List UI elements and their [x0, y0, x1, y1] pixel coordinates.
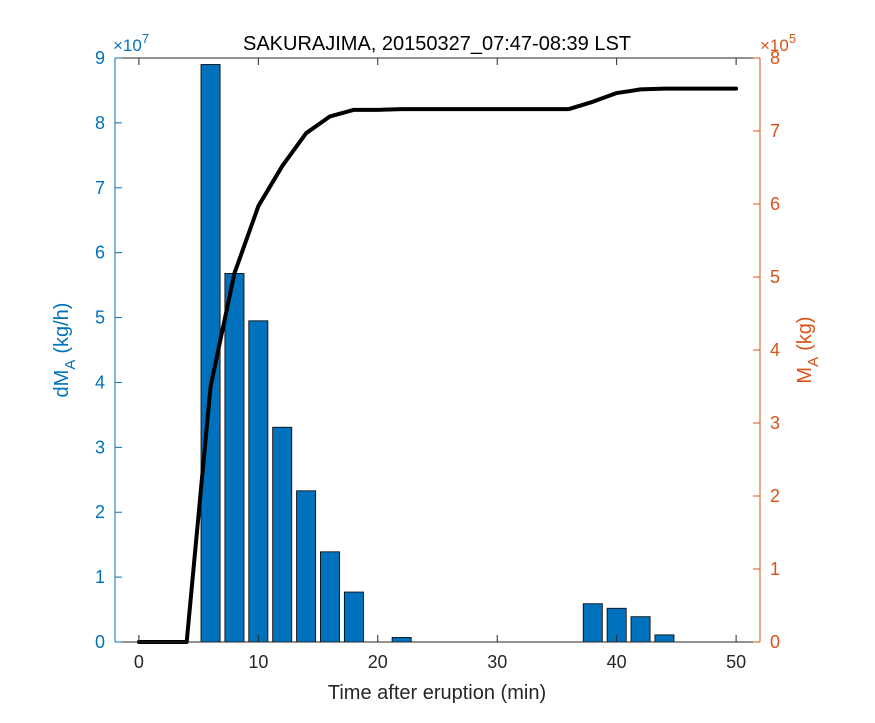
y-left-tick-label: 8	[95, 113, 105, 133]
y-left-tick-label: 2	[95, 502, 105, 522]
y-left-label-main: dM	[51, 370, 73, 398]
y-right-tick-label: 7	[770, 121, 780, 141]
axes: 0 10 20 30 40 50 0 1 2 3 4 5 6 7 8 9 0 1 2 3 4 5 6 7 8	[95, 48, 780, 672]
x-tick-label: 10	[248, 652, 268, 672]
y-right-tick-label: 8	[770, 48, 780, 68]
y-right-label-unit: (kg)	[794, 316, 816, 350]
y-right-exponent-power: 5	[789, 31, 796, 46]
y-left-tick-label: 0	[95, 632, 105, 652]
y-right-axis-label: MA (kg)	[794, 316, 822, 383]
y-right-exponent: ×105	[760, 31, 796, 55]
y-right-tick-label: 1	[770, 559, 780, 579]
plot-area	[115, 58, 760, 642]
y-left-tick-label: 4	[95, 372, 105, 392]
x-tick-label: 40	[607, 652, 627, 672]
bar	[391, 637, 412, 643]
y-left-axis-label: dMA (kg/h)	[51, 303, 79, 398]
y-left-exponent-base: ×10	[113, 36, 142, 55]
y-left-exponent-power: 7	[142, 31, 149, 46]
x-axis-label: Time after eruption (min)	[328, 682, 546, 704]
y-left-exponent: ×107	[113, 31, 149, 55]
bar	[582, 603, 603, 643]
x-tick-label: 20	[368, 652, 388, 672]
x-tick-label: 30	[487, 652, 507, 672]
bar	[630, 616, 651, 643]
bar	[224, 273, 245, 643]
y-left-tick-label: 7	[95, 178, 105, 198]
svg-text:×107: ×107	[113, 31, 149, 55]
bar	[654, 634, 675, 643]
y-left-tick-label: 5	[95, 308, 105, 328]
svg-text:×105: ×105	[760, 31, 796, 55]
bar	[320, 551, 340, 643]
chart-title: SAKURAJIMA, 20150327_07:47-08:39 LST	[243, 33, 631, 55]
x-tick-label: 0	[134, 652, 144, 672]
y-right-tick-label: 5	[770, 267, 780, 287]
cumulative-mass-line	[136, 86, 739, 644]
y-right-tick-label: 0	[770, 632, 780, 652]
svg-text:dMA(kg/h): dMA (kg/h)	[51, 303, 79, 398]
y-right-tick-label: 4	[770, 340, 780, 360]
y-left-tick-label: 3	[95, 437, 105, 457]
bar	[343, 591, 364, 643]
y-right-tick-label: 2	[770, 486, 780, 506]
y-left-tick-label: 1	[95, 567, 105, 587]
x-tick-label: 50	[726, 652, 746, 672]
y-right-tick-label: 6	[770, 194, 780, 214]
bar-series	[200, 64, 675, 643]
bar	[248, 320, 269, 643]
y-left-label-sub: A	[62, 360, 79, 370]
y-left-tick-label: 9	[95, 48, 105, 68]
y-right-label-main: M	[794, 367, 816, 384]
bar	[272, 426, 293, 643]
y-right-label-sub: A	[805, 357, 822, 367]
y-right-tick-label: 3	[770, 413, 780, 433]
bar	[296, 490, 317, 643]
y-left-label-unit: (kg/h)	[51, 303, 73, 354]
y-right-exponent-base: ×10	[760, 36, 789, 55]
line-series	[136, 86, 739, 644]
y-left-tick-label: 6	[95, 243, 105, 263]
svg-text:MA(kg): MA (kg)	[794, 316, 822, 383]
